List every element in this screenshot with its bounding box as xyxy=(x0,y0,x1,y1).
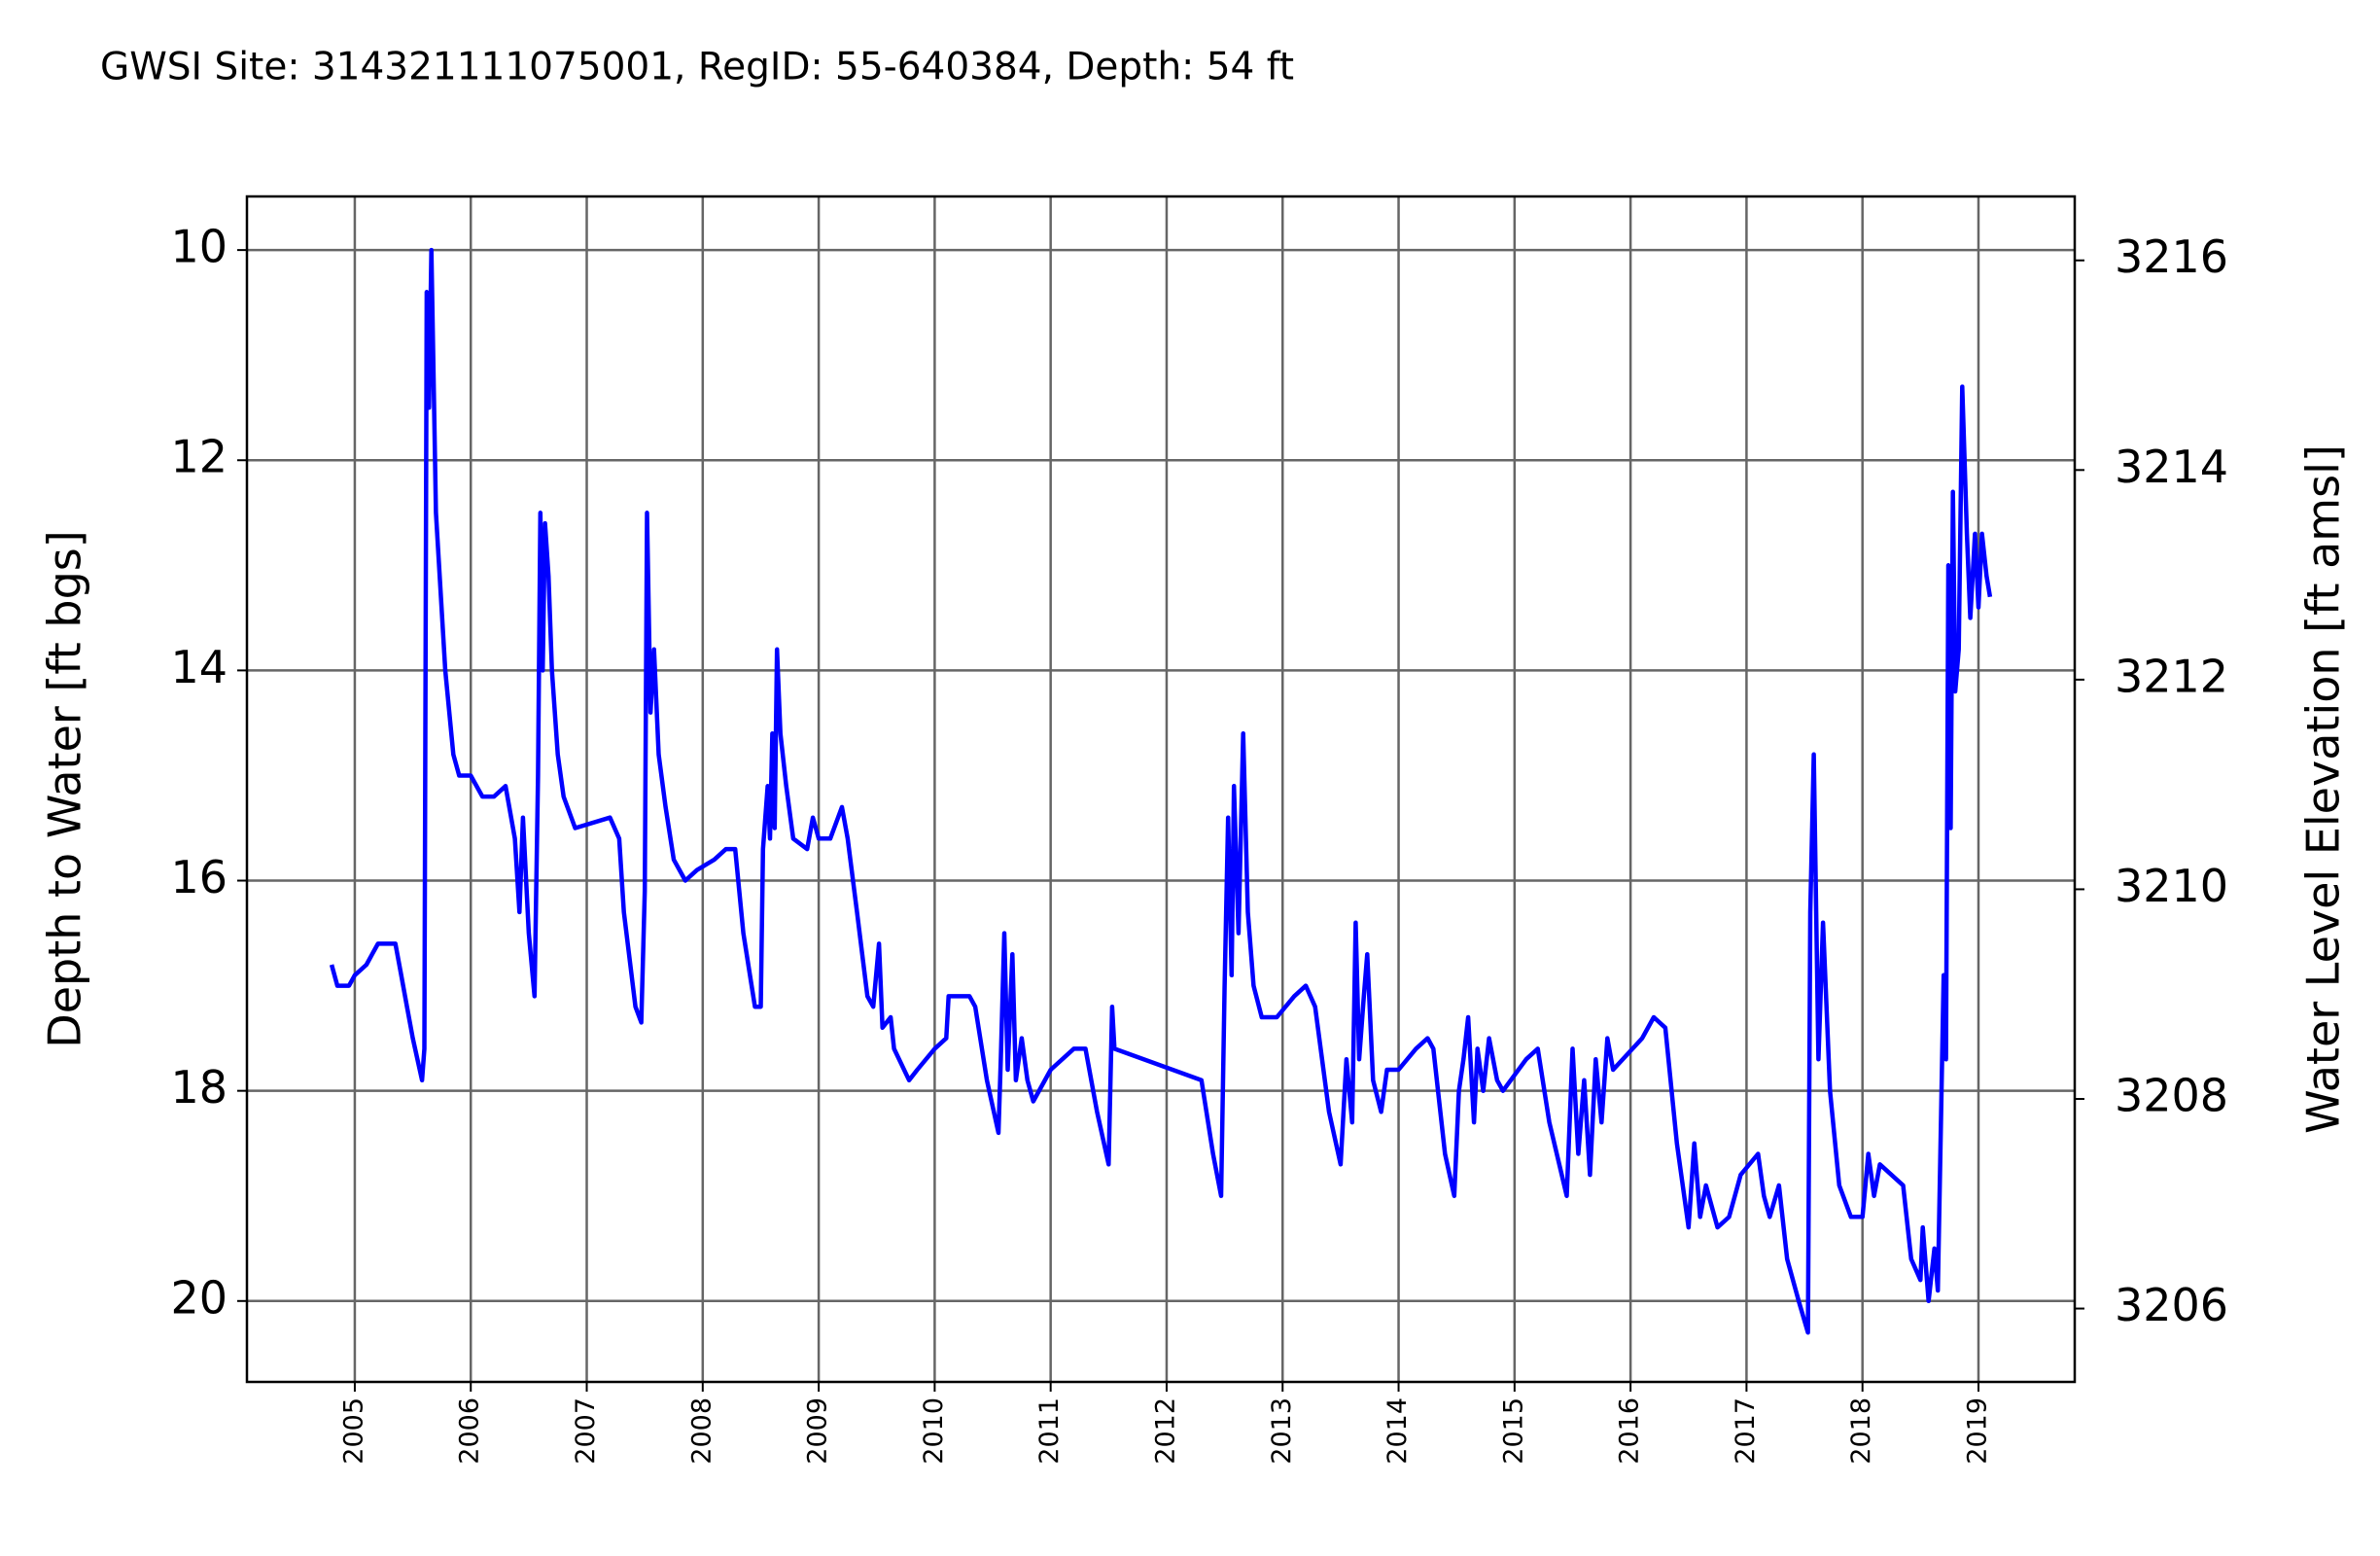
y2-tick-label: 3208 xyxy=(2115,1069,2228,1121)
x-tick-label: 2017 xyxy=(1731,1397,1761,1465)
y2-tick-label: 3206 xyxy=(2115,1279,2228,1331)
y2-tick-label: 3216 xyxy=(2115,230,2228,283)
x-tick-label: 2014 xyxy=(1382,1397,1413,1465)
x-tick-label: 2019 xyxy=(1962,1397,1992,1465)
x-tick-label: 2015 xyxy=(1498,1397,1528,1465)
x-tick-label: 2013 xyxy=(1267,1397,1297,1465)
y-tick-label: 18 xyxy=(170,1061,228,1114)
y-tick-label: 14 xyxy=(170,641,228,693)
y2-axis-label: Water Level Elevation [ft amsl] xyxy=(2297,444,2350,1134)
y-axis-label: Depth to Water [ft bgs] xyxy=(39,530,91,1047)
y-tick-label: 20 xyxy=(170,1271,228,1324)
y-tick-label: 12 xyxy=(170,431,228,483)
y-tick-label: 10 xyxy=(170,221,228,273)
plot-frame xyxy=(245,194,2077,1384)
x-tick-label: 2018 xyxy=(1846,1397,1876,1465)
x-tick-label: 2012 xyxy=(1150,1397,1180,1465)
x-tick-label: 2010 xyxy=(919,1397,949,1465)
y2-tick-label: 3210 xyxy=(2115,860,2228,912)
chart-title: GWSI Site: 314321111075001, RegID: 55-64… xyxy=(100,46,1294,89)
y2-tick-label: 3212 xyxy=(2115,650,2228,702)
x-tick-label: 2016 xyxy=(1615,1397,1645,1465)
x-tick-label: 2008 xyxy=(686,1397,717,1465)
y-tick-label: 16 xyxy=(170,851,228,903)
y2-tick-label: 3214 xyxy=(2115,441,2228,493)
x-tick-label: 2006 xyxy=(455,1397,485,1465)
data-line xyxy=(329,247,1993,1335)
x-tick-label: 2007 xyxy=(571,1397,601,1465)
x-tick-label: 2005 xyxy=(338,1397,368,1465)
x-tick-label: 2009 xyxy=(803,1397,833,1465)
x-tick-label: 2011 xyxy=(1034,1397,1065,1465)
